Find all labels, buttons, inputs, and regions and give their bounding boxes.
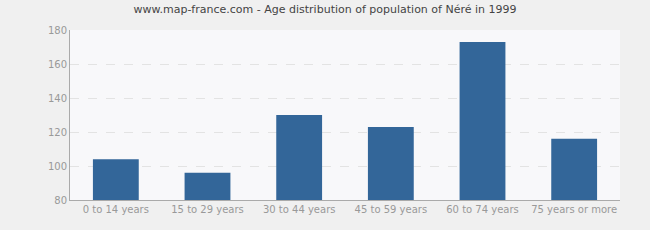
svg-text:120: 120 [48, 127, 67, 138]
svg-text:160: 160 [48, 59, 67, 70]
svg-text:60 to 74 years: 60 to 74 years [446, 204, 519, 215]
svg-text:0 to 14 years: 0 to 14 years [83, 204, 149, 215]
svg-text:45 to 59 years: 45 to 59 years [355, 204, 428, 215]
svg-text:140: 140 [48, 93, 67, 104]
svg-text:30 to 44 years: 30 to 44 years [263, 204, 336, 215]
svg-text:80: 80 [54, 195, 67, 206]
svg-text:100: 100 [48, 161, 67, 172]
svg-text:75 years or more: 75 years or more [531, 204, 617, 215]
svg-text:15 to 29 years: 15 to 29 years [171, 204, 244, 215]
svg-text:www.map-france.com - Age distr: www.map-france.com - Age distribution of… [133, 3, 516, 16]
svg-text:180: 180 [48, 25, 67, 36]
